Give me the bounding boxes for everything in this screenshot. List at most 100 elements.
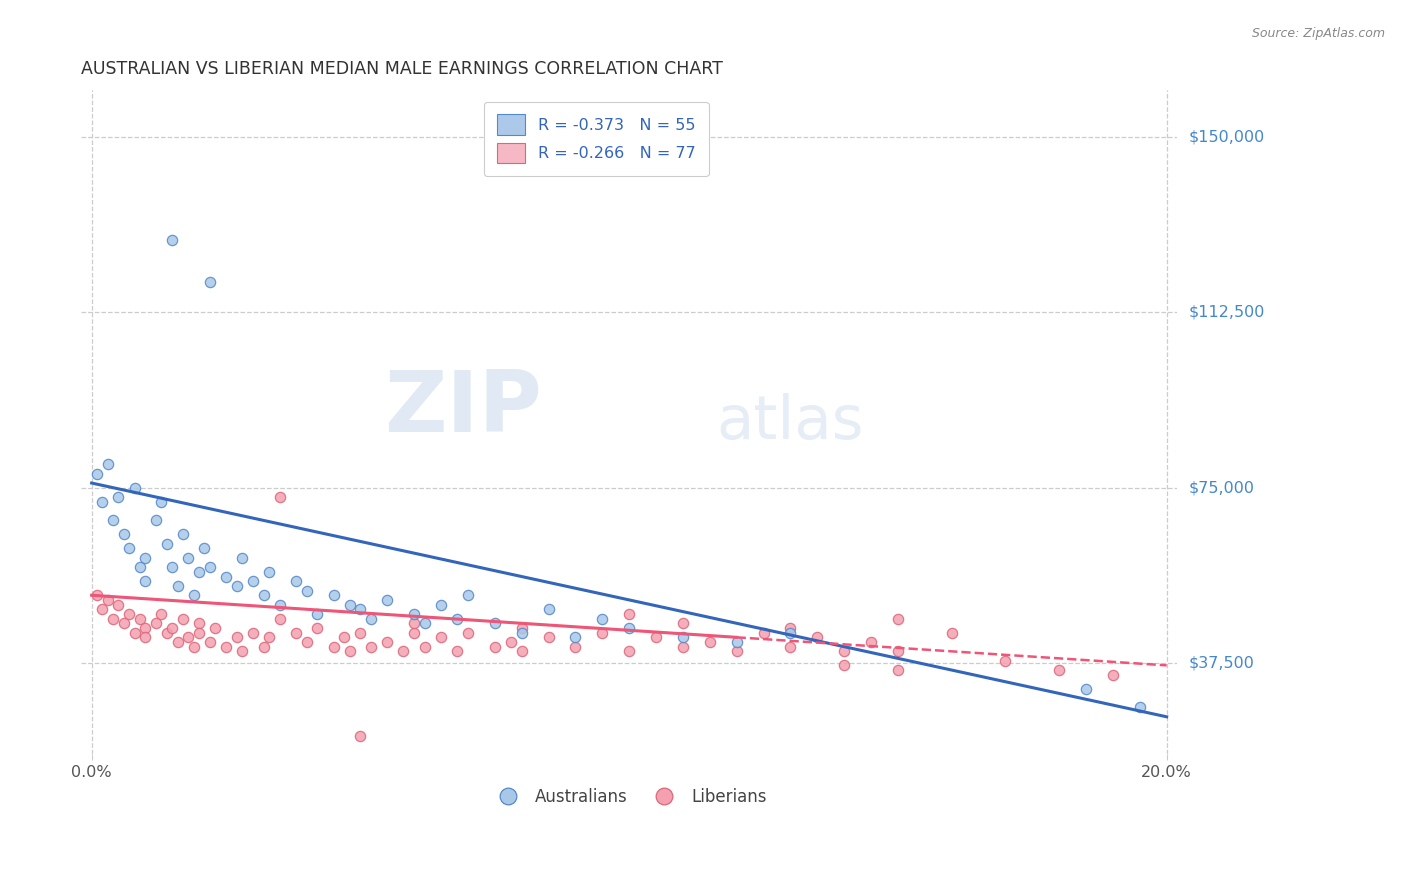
Point (225, 579, 247, 593)
Point (188, 565, 211, 579)
Point (253, 640, 276, 654)
Point (484, 616, 506, 631)
Point (204, 621, 226, 635)
Point (591, 612, 613, 626)
Point (124, 625, 146, 640)
Point (162, 233, 184, 247)
Point (339, 598, 361, 612)
Point (1129, 700, 1152, 714)
Point (1074, 681, 1097, 696)
Point (112, 616, 135, 631)
Point (510, 621, 533, 635)
Point (725, 644, 748, 658)
Point (672, 640, 695, 654)
Point (129, 560, 152, 574)
Point (107, 490, 129, 504)
Text: $150,000: $150,000 (1188, 129, 1264, 145)
Point (752, 625, 775, 640)
Point (269, 612, 291, 626)
Point (295, 635, 318, 649)
Point (134, 621, 156, 635)
Point (322, 588, 344, 602)
Point (457, 588, 479, 602)
Point (645, 630, 668, 644)
Point (510, 625, 533, 640)
Text: $112,500: $112,500 (1188, 305, 1264, 320)
Point (242, 574, 264, 589)
Point (107, 598, 129, 612)
Point (118, 541, 141, 556)
Point (231, 644, 253, 658)
Point (413, 640, 436, 654)
Legend: Australians, Liberians: Australians, Liberians (485, 780, 773, 813)
Point (145, 616, 167, 631)
Point (188, 616, 211, 631)
Point (129, 612, 152, 626)
Text: $37,500: $37,500 (1188, 656, 1254, 671)
Point (162, 560, 184, 574)
Point (134, 550, 156, 565)
Point (591, 625, 613, 640)
Text: AUSTRALIAN VS LIBERIAN MEDIAN MALE EARNINGS CORRELATION CHART: AUSTRALIAN VS LIBERIAN MEDIAN MALE EARNI… (82, 60, 723, 78)
Point (779, 640, 801, 654)
Point (375, 635, 398, 649)
Text: ZIP: ZIP (384, 368, 541, 450)
Point (183, 588, 205, 602)
Point (537, 630, 560, 644)
Point (177, 550, 200, 565)
Point (360, 640, 382, 654)
Point (887, 612, 910, 626)
Point (86, 588, 108, 602)
Point (307, 621, 329, 635)
Point (446, 644, 468, 658)
Point (198, 560, 221, 574)
Point (404, 625, 426, 640)
Point (404, 616, 426, 631)
Point (333, 630, 356, 644)
Point (166, 635, 188, 649)
Point (887, 644, 910, 658)
Point (375, 593, 398, 607)
Point (725, 635, 748, 649)
Text: Source: ZipAtlas.com: Source: ZipAtlas.com (1251, 27, 1385, 40)
Point (215, 569, 238, 583)
Point (1102, 667, 1125, 681)
Point (215, 640, 238, 654)
Point (97, 458, 120, 472)
Point (172, 612, 194, 626)
Point (134, 574, 156, 589)
Point (156, 625, 179, 640)
Point (188, 625, 211, 640)
Point (832, 658, 855, 673)
Point (887, 663, 910, 677)
Point (225, 630, 247, 644)
Point (284, 574, 307, 589)
Point (284, 625, 307, 640)
Point (994, 654, 1017, 668)
Point (150, 494, 173, 508)
Point (183, 640, 205, 654)
Point (257, 565, 280, 579)
Point (91, 494, 114, 508)
Point (699, 635, 721, 649)
Point (360, 612, 382, 626)
Point (349, 625, 371, 640)
Point (166, 579, 188, 593)
Point (156, 537, 179, 551)
Point (97, 593, 120, 607)
Point (253, 588, 276, 602)
Point (177, 630, 200, 644)
Point (779, 621, 801, 635)
Point (112, 527, 135, 541)
Point (322, 640, 344, 654)
Point (617, 621, 640, 635)
Point (231, 550, 253, 565)
Point (446, 612, 468, 626)
Point (349, 729, 371, 743)
Point (257, 630, 280, 644)
Point (499, 635, 522, 649)
Point (118, 607, 141, 621)
Point (269, 490, 291, 504)
Point (537, 602, 560, 616)
Point (430, 598, 453, 612)
